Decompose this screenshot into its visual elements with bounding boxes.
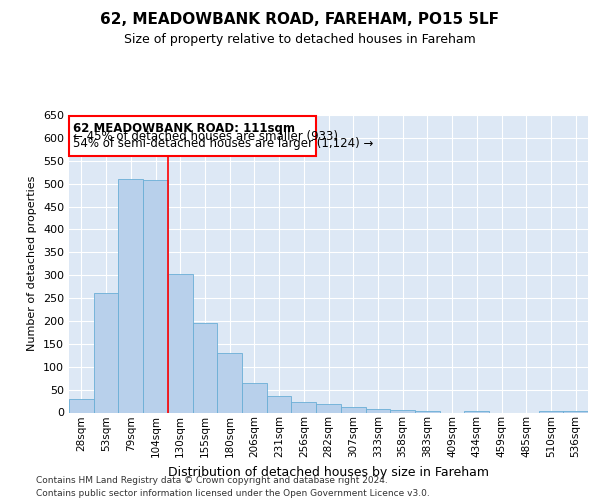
Bar: [69, 399, 94, 412]
Text: 54% of semi-detached houses are larger (1,124) →: 54% of semi-detached houses are larger (…: [73, 137, 373, 150]
Bar: [390, 410, 415, 412]
Text: ← 45% of detached houses are smaller (933): ← 45% of detached houses are smaller (93…: [73, 130, 338, 142]
Bar: [415, 411, 440, 412]
Bar: [292, 402, 316, 412]
Bar: [118, 178, 143, 412]
Bar: [267, 396, 292, 412]
Y-axis label: Number of detached properties: Number of detached properties: [28, 176, 37, 352]
Bar: [242, 383, 267, 412]
Text: 62, MEADOWBANK ROAD, FAREHAM, PO15 5LF: 62, MEADOWBANK ROAD, FAREHAM, PO15 5LF: [101, 12, 499, 28]
Bar: [143, 180, 168, 412]
Bar: [193, 323, 217, 412]
Text: Contains HM Land Registry data © Crown copyright and database right 2024.: Contains HM Land Registry data © Crown c…: [36, 476, 388, 485]
Bar: [217, 353, 242, 412]
Bar: [365, 409, 390, 412]
Bar: [539, 410, 563, 412]
Text: Size of property relative to detached houses in Fareham: Size of property relative to detached ho…: [124, 33, 476, 46]
Bar: [464, 410, 489, 412]
Bar: [341, 408, 365, 412]
Bar: [94, 292, 118, 412]
Text: Contains public sector information licensed under the Open Government Licence v3: Contains public sector information licen…: [36, 489, 430, 498]
Bar: [316, 404, 341, 412]
Bar: [563, 410, 588, 412]
Bar: [168, 274, 193, 412]
Bar: [69, 116, 316, 156]
X-axis label: Distribution of detached houses by size in Fareham: Distribution of detached houses by size …: [168, 466, 489, 478]
Text: 62 MEADOWBANK ROAD: 111sqm: 62 MEADOWBANK ROAD: 111sqm: [73, 122, 295, 136]
